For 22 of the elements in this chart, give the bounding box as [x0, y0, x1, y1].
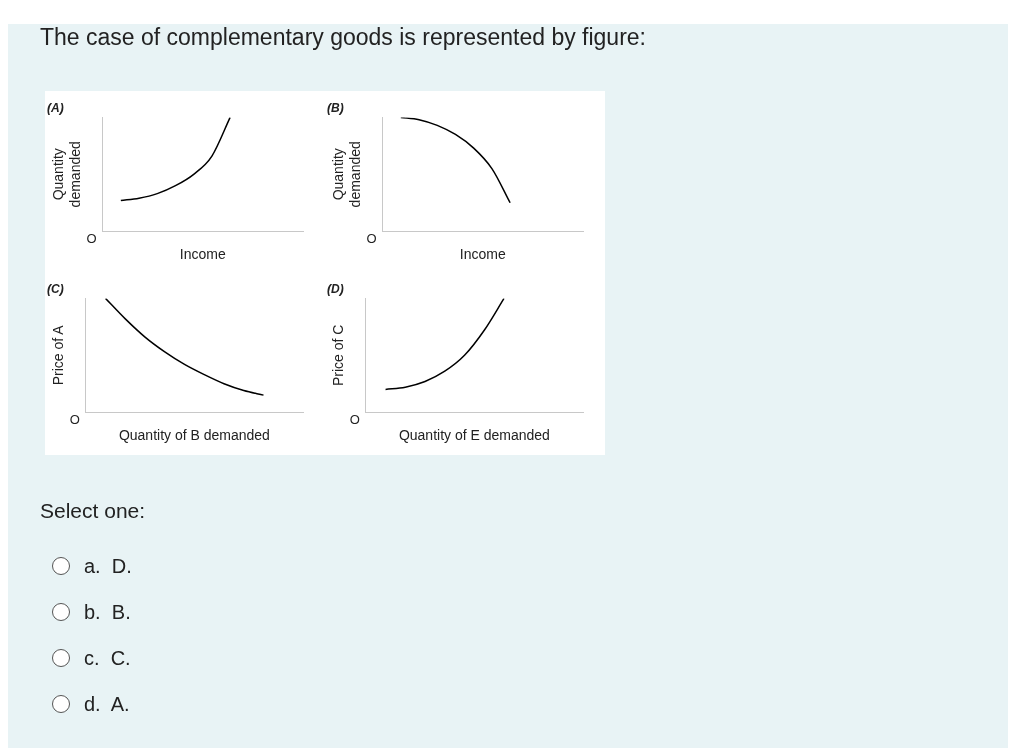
chart-title: (C)	[47, 281, 64, 296]
x-axis-title: Quantity of B demanded	[118, 427, 270, 444]
y-axis-title: Quantity demanded	[330, 141, 364, 208]
text: b. B.	[84, 600, 131, 624]
y-axis-title: Quantity demanded	[50, 141, 84, 208]
text: The case of complementary goods is represented by figure:	[40, 24, 647, 51]
text: a. D.	[84, 554, 132, 578]
y-axis-title: Price of A	[50, 324, 67, 386]
text: d. A.	[84, 692, 130, 716]
text: c. C.	[84, 646, 131, 670]
text: O	[349, 412, 360, 428]
x-axis-title: Income	[179, 246, 226, 263]
text: Select one:	[40, 499, 147, 523]
y-axis-title: Price of C	[330, 324, 347, 387]
x-axis-title: Quantity of E demanded	[398, 427, 550, 444]
text: O	[86, 231, 97, 247]
text: O	[69, 412, 80, 428]
text: O	[366, 231, 377, 247]
x-axis-title: Income	[459, 246, 506, 263]
chart-title: (A)	[47, 100, 64, 115]
chart-title: (D)	[327, 281, 344, 296]
chart-title: (B)	[327, 100, 344, 115]
